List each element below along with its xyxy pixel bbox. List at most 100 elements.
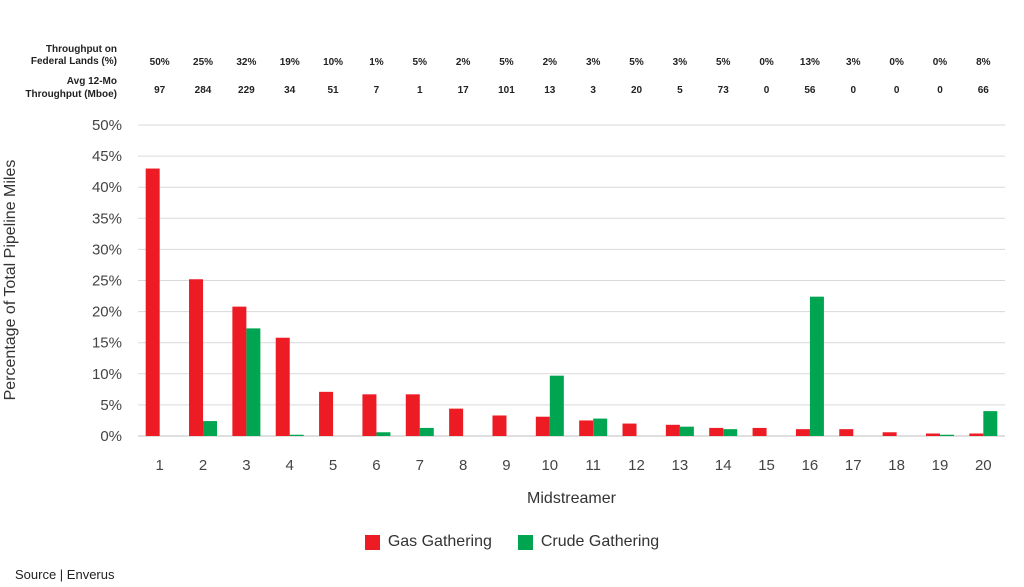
- y-axis-title: Percentage of Total Pipeline Miles: [2, 160, 19, 401]
- x-tick-label: 2: [199, 457, 207, 474]
- bar-crude-gathering: [289, 434, 304, 436]
- bar-gas-gathering: [925, 433, 940, 436]
- bar-crude-gathering: [809, 296, 824, 436]
- bar-crude-gathering: [723, 429, 738, 436]
- x-tick-label: 9: [502, 457, 510, 474]
- y-tick-label: 15%: [92, 335, 122, 352]
- x-tick-label: 16: [802, 457, 819, 474]
- header-value: 32%: [236, 57, 256, 68]
- header-value: 3%: [673, 57, 688, 68]
- header-value: 10%: [323, 57, 343, 68]
- header-value: 0%: [759, 57, 774, 68]
- x-axis-title: Midstreamer: [527, 490, 617, 507]
- header-value: 5%: [716, 57, 731, 68]
- legend-label-gas-gathering: Gas Gathering: [387, 533, 492, 550]
- bar-crude-gathering: [376, 432, 391, 436]
- x-tick-label: 7: [416, 457, 424, 474]
- legend-item-crude-gathering: Crude Gathering: [517, 533, 660, 551]
- header-value: 13%: [800, 57, 820, 68]
- y-tick-label: 40%: [92, 179, 122, 196]
- x-tick-label: 8: [459, 457, 467, 474]
- bar-gas-gathering: [535, 416, 550, 436]
- header-value: 0: [937, 85, 943, 96]
- y-tick-label: 45%: [92, 148, 122, 165]
- legend-swatch-gas-gathering: [364, 534, 380, 550]
- header-value: 8%: [976, 57, 991, 68]
- bar-crude-gathering: [593, 418, 608, 436]
- header-value: 0: [850, 85, 856, 96]
- x-tick-label: 3: [242, 457, 250, 474]
- header-value: 3%: [846, 57, 861, 68]
- header-value: 2%: [543, 57, 558, 68]
- header-value: 1%: [369, 57, 384, 68]
- y-tick-label: 5%: [100, 397, 122, 414]
- x-tick-label: 1: [156, 457, 164, 474]
- header-value: 3%: [586, 57, 601, 68]
- header-value: 50%: [150, 57, 170, 68]
- legend-swatch-crude-gathering: [517, 534, 533, 550]
- y-tick-label: 50%: [92, 117, 122, 134]
- bar-gas-gathering: [449, 408, 464, 436]
- header-value: 73: [718, 85, 730, 96]
- header-value: 13: [544, 85, 556, 96]
- bar-crude-gathering: [246, 328, 261, 436]
- bar-gas-gathering: [405, 394, 420, 436]
- y-tick-label: 10%: [92, 366, 122, 383]
- x-tick-label: 13: [672, 457, 689, 474]
- bar-gas-gathering: [362, 394, 377, 436]
- header-value: 51: [328, 85, 340, 96]
- bar-crude-gathering: [549, 375, 564, 436]
- header-value: 20: [631, 85, 643, 96]
- bar-gas-gathering: [969, 433, 984, 436]
- header-value: 34: [284, 85, 296, 96]
- header-value: 1: [417, 85, 423, 96]
- bar-gas-gathering: [232, 306, 247, 436]
- header-value: 101: [498, 85, 515, 96]
- bar-gas-gathering: [145, 168, 160, 437]
- bar-gas-gathering: [709, 427, 724, 436]
- header-row-label: Avg 12-Mo: [67, 76, 117, 87]
- y-tick-label: 0%: [100, 428, 122, 445]
- bar-gas-gathering: [622, 423, 637, 436]
- bar-gas-gathering: [189, 279, 204, 436]
- x-tick-label: 15: [758, 457, 775, 474]
- bar-crude-gathering: [939, 434, 954, 436]
- bar-gas-gathering: [319, 391, 334, 436]
- legend-label-crude-gathering: Crude Gathering: [540, 533, 660, 550]
- bar-gas-gathering: [275, 337, 290, 436]
- bar-crude-gathering: [419, 427, 434, 436]
- header-value: 0: [764, 85, 770, 96]
- bar-gas-gathering: [579, 420, 594, 436]
- header-value: 5: [677, 85, 683, 96]
- header-value: 229: [238, 85, 255, 96]
- bar-crude-gathering: [203, 421, 218, 436]
- header-row-label: Throughput on: [46, 44, 117, 55]
- header-value: 0%: [933, 57, 948, 68]
- header-value: 25%: [193, 57, 213, 68]
- bar-gas-gathering: [752, 427, 767, 436]
- bar-gas-gathering: [665, 424, 680, 436]
- header-value: 5%: [629, 57, 644, 68]
- header-value: 0%: [889, 57, 904, 68]
- header-value: 56: [804, 85, 816, 96]
- bar-gas-gathering: [839, 429, 854, 436]
- bar-gas-gathering: [492, 415, 507, 436]
- bar-gas-gathering: [882, 432, 897, 436]
- header-value: 66: [978, 85, 990, 96]
- x-tick-label: 6: [372, 457, 380, 474]
- bar-crude-gathering: [983, 411, 998, 436]
- y-tick-label: 20%: [92, 304, 122, 321]
- header-value: 19%: [280, 57, 300, 68]
- x-tick-label: 20: [975, 457, 992, 474]
- header-row-label: Federal Lands (%): [31, 56, 117, 67]
- header-value: 0: [894, 85, 900, 96]
- x-tick-label: 10: [541, 457, 558, 474]
- x-tick-label: 17: [845, 457, 862, 474]
- bar-gas-gathering: [795, 429, 810, 436]
- x-tick-label: 19: [932, 457, 949, 474]
- x-tick-label: 18: [888, 457, 905, 474]
- x-tick-label: 14: [715, 457, 732, 474]
- header-value: 3: [590, 85, 596, 96]
- x-tick-label: 5: [329, 457, 337, 474]
- x-tick-label: 11: [585, 457, 601, 474]
